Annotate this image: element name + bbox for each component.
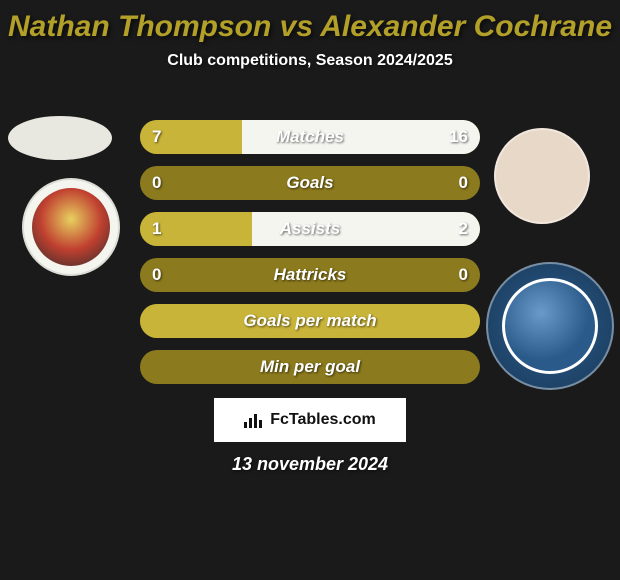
stat-row: Goals per match <box>0 304 620 338</box>
stat-bar-track <box>140 120 480 154</box>
stat-bar-right <box>242 120 480 154</box>
stat-value-left: 0 <box>152 166 161 200</box>
stats-container: Matches716Goals00Assists12Hattricks00Goa… <box>0 120 620 396</box>
stat-bar-track <box>140 304 480 338</box>
page-title: Nathan Thompson vs Alexander Cochrane <box>0 0 620 44</box>
stat-value-left: 0 <box>152 258 161 292</box>
date-text: 13 november 2024 <box>0 454 620 475</box>
stat-bar-left <box>140 304 480 338</box>
stat-row: Goals00 <box>0 166 620 200</box>
stat-value-left: 1 <box>152 212 161 246</box>
stat-value-left: 7 <box>152 120 161 154</box>
stat-row: Matches716 <box>0 120 620 154</box>
source-logo: FcTables.com <box>214 398 406 442</box>
stat-bar-track <box>140 350 480 384</box>
stat-value-right: 16 <box>449 120 468 154</box>
source-logo-text: FcTables.com <box>270 411 376 429</box>
stat-row: Hattricks00 <box>0 258 620 292</box>
bars-icon <box>244 412 264 428</box>
subtitle: Club competitions, Season 2024/2025 <box>0 52 620 70</box>
stat-bar-track <box>140 258 480 292</box>
stat-bar-track <box>140 166 480 200</box>
stat-value-right: 0 <box>459 258 468 292</box>
stat-bar-right <box>252 212 480 246</box>
stat-bar-track <box>140 212 480 246</box>
stat-value-right: 2 <box>459 212 468 246</box>
stat-row: Assists12 <box>0 212 620 246</box>
stat-value-right: 0 <box>459 166 468 200</box>
stat-row: Min per goal <box>0 350 620 384</box>
